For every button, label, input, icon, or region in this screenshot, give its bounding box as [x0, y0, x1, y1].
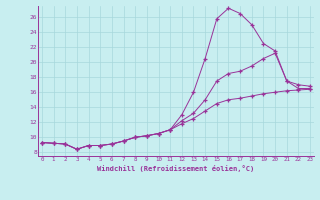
- X-axis label: Windchill (Refroidissement éolien,°C): Windchill (Refroidissement éolien,°C): [97, 165, 255, 172]
